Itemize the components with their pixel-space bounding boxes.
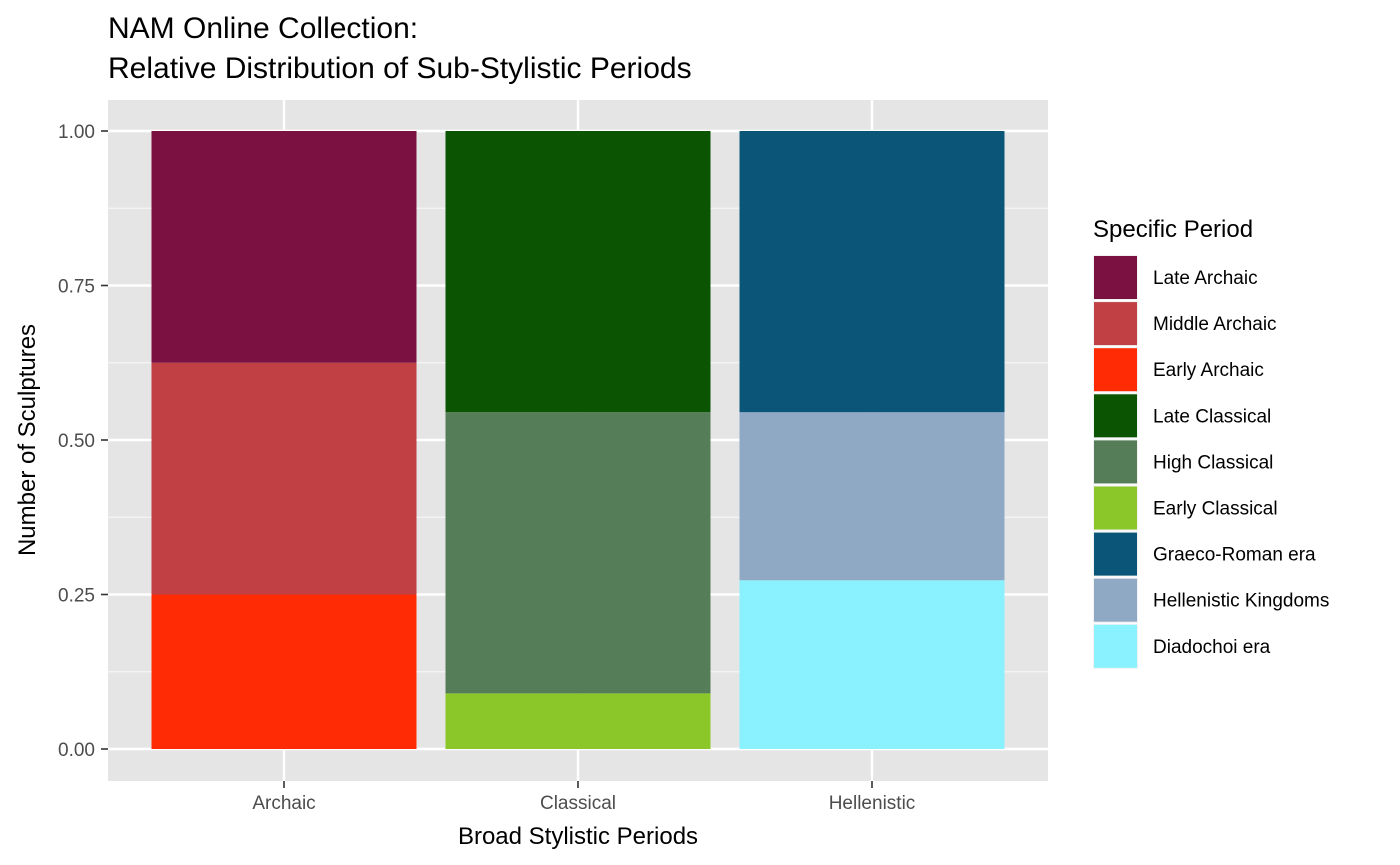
legend-swatch (1094, 302, 1137, 346)
legend-label: Middle Archaic (1153, 314, 1277, 335)
x-tick-label: Classical (540, 793, 616, 814)
bar-segment (151, 131, 417, 363)
bar-segment (445, 412, 711, 694)
y-axis: 0.00 0.25 0.50 0.75 1.00 (58, 122, 108, 761)
legend-label: Early Classical (1153, 499, 1278, 520)
legend-title: Specific Period (1093, 216, 1253, 243)
x-axis: Archaic Classical Hellenistic (252, 781, 915, 814)
legend-swatch (1094, 532, 1137, 576)
bar-segment (739, 412, 1005, 581)
y-tick-label: 0.25 (58, 586, 95, 607)
bar-segment (739, 131, 1005, 413)
legend-swatch (1094, 394, 1137, 438)
legend-label: Late Archaic (1153, 268, 1258, 289)
legend-label: Diadochoi era (1153, 637, 1271, 658)
chart-title-line-1: NAM Online Collection: (108, 12, 418, 45)
legend-label: Early Archaic (1153, 360, 1264, 381)
x-tick-label: Hellenistic (829, 793, 916, 814)
legend-swatch (1094, 348, 1137, 392)
y-tick-label: 0.50 (58, 431, 95, 452)
legend-swatch (1094, 440, 1137, 484)
bars (151, 131, 1005, 749)
bar-segment (445, 693, 711, 749)
bar-segment (151, 362, 417, 595)
legend-swatch (1094, 578, 1137, 622)
x-axis-title: Broad Stylistic Periods (458, 823, 698, 850)
legend-label: Hellenistic Kingdoms (1153, 591, 1329, 612)
bar-segment (739, 580, 1005, 749)
legend-label: High Classical (1153, 452, 1273, 473)
legend-swatch (1094, 624, 1137, 668)
y-tick-label: 1.00 (58, 122, 95, 143)
x-tick-label: Archaic (252, 793, 315, 814)
legend: Specific Period Late Archaic Middle Archa… (1093, 216, 1329, 669)
legend-label: Late Classical (1153, 406, 1271, 427)
legend-label: Graeco-Roman era (1153, 545, 1316, 566)
legend-swatch (1094, 486, 1137, 530)
y-axis-title: Number of Sculptures (14, 324, 41, 556)
bar-segment (151, 594, 417, 749)
bar-segment (445, 131, 711, 413)
y-tick-label: 0.75 (58, 277, 95, 298)
chart-title-line-2: Relative Distribution of Sub-Stylistic P… (108, 52, 692, 85)
y-tick-label: 0.00 (58, 740, 95, 761)
legend-swatch (1094, 256, 1137, 299)
